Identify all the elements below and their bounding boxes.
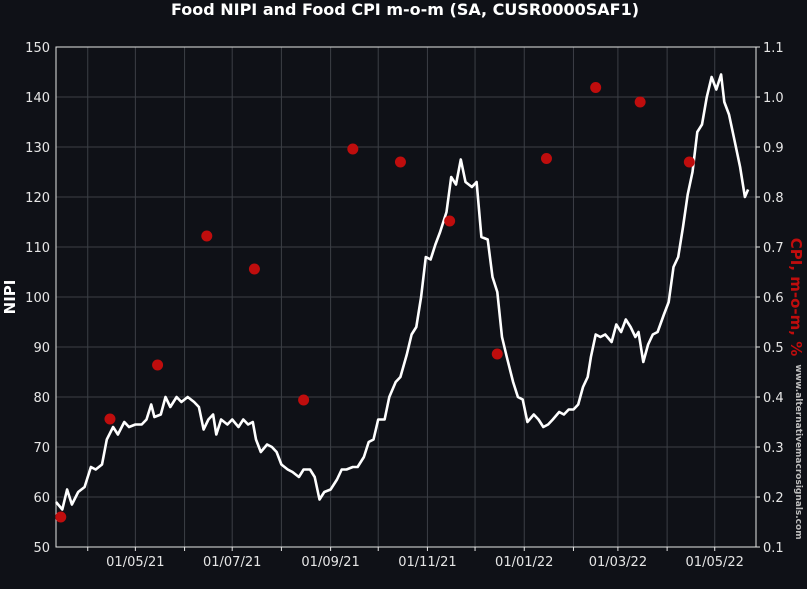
y-tick-label-left: 140	[25, 91, 50, 106]
x-tick-label: 01/03/22	[589, 555, 647, 570]
x-tick-label: 01/11/21	[398, 555, 456, 570]
y-tick-label-left: 130	[25, 141, 50, 156]
y-axis-label-left: NIPI	[1, 280, 19, 315]
cpi-point	[201, 230, 213, 242]
cpi-point	[394, 156, 406, 168]
plot-frame	[55, 46, 757, 548]
cpi-point	[491, 348, 503, 360]
axes: 50 60 70 80 90 100 110 120 130 140 150 0.1 0.2 0.3 0.4…	[25, 41, 784, 570]
y-tick-label-right: 0.1	[763, 541, 784, 556]
x-tick-label: 01/07/21	[203, 555, 261, 570]
y-tick-label-right: 0.5	[763, 341, 784, 356]
cpi-point	[152, 359, 164, 371]
y-tick-label-right: 1.0	[763, 91, 784, 106]
cpi-point	[347, 143, 359, 155]
cpi-point	[104, 413, 116, 425]
x-tick-label: 01/09/21	[301, 555, 359, 570]
y-tick-label-left: 60	[33, 491, 50, 506]
y-tick-label-right: 0.9	[763, 141, 784, 156]
y-tick-label-left: 100	[25, 291, 50, 306]
y-tick-label-left: 120	[25, 191, 50, 206]
y-tick-label-left: 150	[25, 41, 50, 56]
x-tick-label: 01/05/22	[686, 555, 744, 570]
y-axis-label-right: CPI, m-o-m, %	[787, 238, 805, 356]
y-tick-label-left: 50	[33, 541, 50, 556]
nipi-series	[55, 73, 750, 511]
y-tick-label-right: 0.7	[763, 241, 784, 256]
y-tick-label-left: 70	[33, 441, 50, 456]
y-tick-label-right: 1.1	[763, 41, 784, 56]
cpi-point	[55, 511, 67, 523]
y-tick-label-right: 0.8	[763, 191, 784, 206]
cpi-point	[248, 263, 260, 275]
y-tick-label-left: 90	[33, 341, 50, 356]
nipi-line	[55, 73, 750, 511]
cpi-point	[298, 394, 310, 406]
x-tick-label: 01/01/22	[495, 555, 553, 570]
chart-title: Food NIPI and Food CPI m-o-m (SA, CUSR00…	[171, 0, 639, 19]
cpi-point	[590, 82, 602, 93]
cpi-series	[55, 82, 695, 523]
y-tick-label-right: 0.2	[763, 491, 784, 506]
cpi-point	[683, 156, 695, 168]
y-tick-label-left: 110	[25, 241, 50, 256]
y-tick-label-right: 0.4	[763, 391, 784, 406]
y-tick-label-right: 0.6	[763, 291, 784, 306]
cpi-point	[444, 215, 456, 227]
watermark: www.alternativemacrosignals.com	[793, 364, 803, 539]
y-tick-label-left: 80	[33, 391, 50, 406]
y-tick-label-right: 0.3	[763, 441, 784, 456]
cpi-point	[540, 153, 552, 164]
cpi-point	[634, 96, 646, 108]
x-tick-label: 01/05/21	[106, 555, 164, 570]
